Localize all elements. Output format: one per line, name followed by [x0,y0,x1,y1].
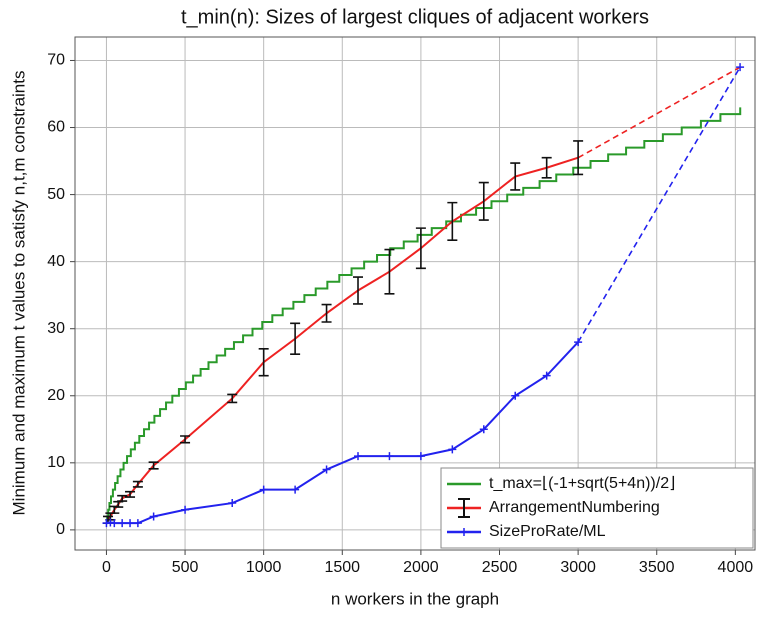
x-tick-label: 500 [172,559,199,576]
point-marker [385,452,394,461]
y-tick-label: 10 [47,454,65,471]
error-bar [541,156,552,179]
point-marker [259,485,268,494]
point-marker [574,338,583,347]
point-marker [736,63,745,72]
series-line [106,107,742,525]
point-marker [149,512,158,521]
x-tick-label: 3000 [560,559,596,576]
y-tick-label: 0 [56,521,65,538]
x-tick-label: 2500 [482,559,518,576]
chart-title: t_min(n): Sizes of largest cliques of ad… [181,6,649,28]
error-bar [321,303,332,323]
x-tick-label: 3500 [639,559,675,576]
x-tick-label: 0 [102,559,111,576]
point-marker [416,452,425,461]
y-tick-label: 60 [47,119,65,136]
series-line-dashed [577,66,741,159]
point-marker [228,499,237,508]
error-bar [258,348,269,377]
error-bar [117,494,128,502]
x-tick-label: 2000 [403,559,439,576]
error-bar [384,248,395,295]
error-bar [573,140,584,176]
y-tick-label: 30 [47,320,65,337]
legend-marker [460,528,468,536]
error-bar [125,490,136,498]
y-tick-label: 40 [47,253,65,270]
y-tick-label: 20 [47,387,65,404]
x-axis-label: n workers in the graph [331,589,499,608]
error-bar [132,480,143,488]
point-marker [110,519,119,528]
y-tick-label: 50 [47,186,65,203]
error-bar [290,322,301,355]
error-bar [353,276,364,305]
error-bar [447,201,458,241]
point-marker [322,465,331,474]
series-line-dashed [577,66,741,343]
point-marker [354,452,363,461]
point-marker [126,519,135,528]
point-marker [133,519,142,528]
plot-frame [74,36,756,551]
legend-label: SizeProRate/ML [489,523,606,540]
point-marker [511,391,520,400]
error-bar [227,393,238,404]
legend-label: ArrangementNumbering [489,499,660,516]
legend-label: t_max=⌊(-1+sqrt(5+4n))/2⌋ [489,475,675,492]
point-marker [181,505,190,514]
y-tick-label: 70 [47,52,65,69]
point-marker [542,371,551,380]
legend-box [440,467,754,549]
x-tick-label: 1500 [324,559,360,576]
point-marker [448,445,457,454]
error-bar [510,162,521,191]
error-bar [478,181,489,221]
x-tick-label: 1000 [246,559,282,576]
point-marker [291,485,300,494]
error-bar [148,461,159,470]
error-bar [415,227,426,270]
x-tick-label: 4000 [718,559,754,576]
error-bar [180,435,191,444]
point-marker [479,425,488,434]
point-marker [118,519,127,528]
y-axis-label: Minimum and maximum t values to satisfy … [9,71,28,516]
legend-errorbar [458,498,470,518]
